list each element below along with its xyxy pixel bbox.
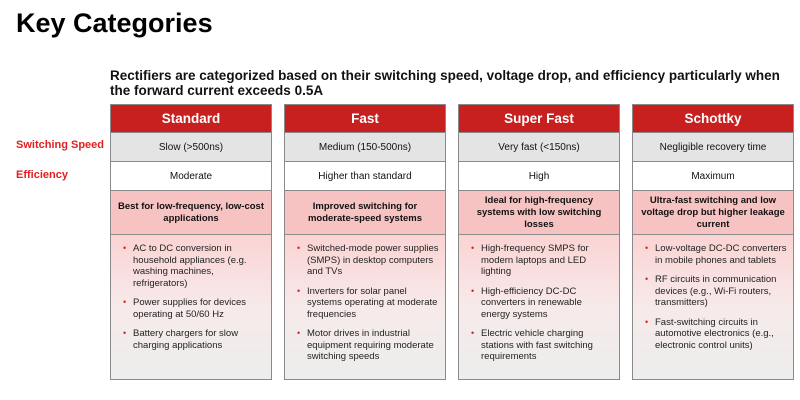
application-item: • Power supplies for devices operating at… <box>123 297 265 320</box>
efficiency-cell: High <box>459 162 619 191</box>
application-item: • Electric vehicle charging stations with… <box>471 328 613 363</box>
category-column-super-fast: Super Fast Very fast (<150ns) High Ideal… <box>458 104 620 380</box>
switching-speed-cell: Slow (>500ns) <box>111 133 271 162</box>
category-column-schottky: Schottky Negligible recovery time Maximu… <box>632 104 794 380</box>
category-header: Standard <box>111 105 271 133</box>
bullet-icon: • <box>123 243 127 253</box>
bullet-icon: • <box>297 285 301 296</box>
bullet-icon: • <box>645 274 649 284</box>
switching-speed-cell: Negligible recovery time <box>633 133 793 162</box>
application-text: Power supplies for devices operating at … <box>133 297 246 320</box>
page-subtitle: Rectifiers are categorized based on thei… <box>110 68 780 98</box>
category-column-fast: Fast Medium (150-500ns) Higher than stan… <box>284 104 446 380</box>
application-item: • Switched-mode power supplies (SMPS) in … <box>297 243 439 278</box>
application-item: • High-efficiency DC-DC converters in ren… <box>471 286 613 321</box>
page-title: Key Categories <box>16 8 213 38</box>
application-item: • High-frequency SMPS for modern laptops … <box>471 243 613 278</box>
application-text: Electric vehicle charging stations with … <box>481 328 593 362</box>
category-header: Fast <box>285 105 445 133</box>
application-text: AC to DC conversion in household applian… <box>133 243 247 289</box>
summary-cell: Best for low-frequency, low-cost applica… <box>111 191 271 235</box>
application-text: RF circuits in communication devices (e.… <box>655 274 777 308</box>
application-item: • Battery chargers for slow charging appl… <box>123 328 265 351</box>
applications-list: • AC to DC conversion in household applia… <box>111 235 271 379</box>
application-item: • Fast-switching circuits in automotive e… <box>645 317 787 352</box>
application-text: Inverters for solar panel systems operat… <box>307 285 438 320</box>
bullet-icon: • <box>645 243 649 253</box>
application-text: High-frequency SMPS for modern laptops a… <box>481 243 589 277</box>
application-item: • Low-voltage DC-DC converters in mobile … <box>645 243 787 266</box>
application-item: • RF circuits in communication devices (e… <box>645 274 787 309</box>
application-item: • AC to DC conversion in household applia… <box>123 243 265 289</box>
application-text: Fast-switching circuits in automotive el… <box>655 316 774 351</box>
efficiency-cell: Higher than standard <box>285 162 445 191</box>
category-column-standard: Standard Slow (>500ns) Moderate Best for… <box>110 104 272 380</box>
efficiency-cell: Moderate <box>111 162 271 191</box>
bullet-icon: • <box>471 285 475 296</box>
application-text: Battery chargers for slow charging appli… <box>133 328 239 351</box>
bullet-icon: • <box>645 316 649 327</box>
summary-cell: Ultra-fast switching and low voltage dro… <box>633 191 793 235</box>
bullet-icon: • <box>123 297 127 307</box>
application-text: High-efficiency DC-DC converters in rene… <box>481 285 582 320</box>
bullet-icon: • <box>471 328 475 338</box>
applications-list: • Switched-mode power supplies (SMPS) in … <box>285 235 445 379</box>
application-text: Low-voltage DC-DC converters in mobile p… <box>655 243 787 266</box>
summary-cell: Improved switching for moderate-speed sy… <box>285 191 445 235</box>
applications-list: • High-frequency SMPS for modern laptops … <box>459 235 619 379</box>
application-text: Motor drives in industrial equipment req… <box>307 328 434 362</box>
category-header: Schottky <box>633 105 793 133</box>
efficiency-cell: Maximum <box>633 162 793 191</box>
summary-cell: Ideal for high-frequency systems with lo… <box>459 191 619 235</box>
row-label-switching-speed: Switching Speed <box>16 139 105 151</box>
category-header: Super Fast <box>459 105 619 133</box>
bullet-icon: • <box>123 328 127 338</box>
bullet-icon: • <box>297 328 301 338</box>
bullet-icon: • <box>297 243 301 253</box>
application-text: Switched-mode power supplies (SMPS) in d… <box>307 243 439 277</box>
applications-list: • Low-voltage DC-DC converters in mobile … <box>633 235 793 379</box>
bullet-icon: • <box>471 243 475 253</box>
application-item: • Motor drives in industrial equipment re… <box>297 328 439 363</box>
row-label-efficiency: Efficiency <box>16 169 68 181</box>
switching-speed-cell: Medium (150-500ns) <box>285 133 445 162</box>
switching-speed-cell: Very fast (<150ns) <box>459 133 619 162</box>
application-item: • Inverters for solar panel systems opera… <box>297 286 439 321</box>
